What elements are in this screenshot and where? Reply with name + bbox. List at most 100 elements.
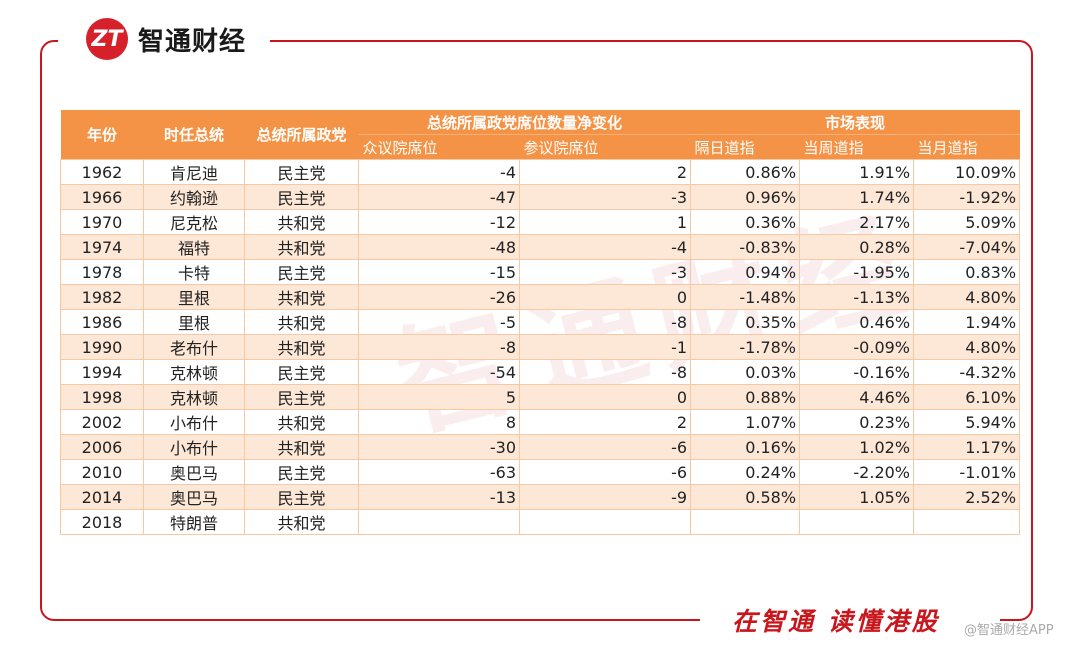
cell-senate-seats: -3 [518, 259, 692, 285]
cell-party: 共和党 [244, 434, 359, 460]
cell-president: 小布什 [143, 434, 245, 460]
cell-president: 尼克松 [143, 209, 245, 235]
cell-president: 卡特 [143, 259, 245, 285]
table-row: 1982 里根 共和党 -26 0 -1.48% -1.13% 4.80% [60, 284, 1021, 310]
cell-president: 奥巴马 [143, 459, 245, 485]
cell-month-dow: 4.80% [913, 284, 1021, 310]
cell-month-dow: 2.52% [913, 484, 1021, 510]
cell-president: 老布什 [143, 334, 245, 360]
cell-year: 1986 [60, 309, 144, 335]
cell-party: 共和党 [244, 209, 359, 235]
cell-month-dow: 6.10% [913, 384, 1021, 410]
cell-party: 共和党 [244, 409, 359, 435]
cell-week-dow: 4.46% [799, 384, 915, 410]
cell-month-dow: -1.01% [913, 459, 1021, 485]
cell-party: 民主党 [244, 459, 359, 485]
cell-president: 克林顿 [143, 359, 245, 385]
cell-next-day-dow: -1.78% [690, 334, 801, 360]
cell-week-dow: -0.09% [799, 334, 915, 360]
cell-house-seats: -63 [358, 459, 520, 485]
cell-month-dow: 5.09% [913, 209, 1021, 235]
election-market-table: 年份 时任总统 总统所属政党 总统所属政党席位数量净变化 市场表现 众议院席位 … [60, 110, 1021, 535]
cell-next-day-dow: 1.07% [690, 409, 801, 435]
header-week-dow: 当周道指 [799, 134, 914, 160]
cell-party: 共和党 [244, 234, 359, 260]
cell-year: 1970 [60, 209, 144, 235]
cell-week-dow: 0.28% [799, 234, 915, 260]
cell-week-dow: 2.17% [799, 209, 915, 235]
cell-next-day-dow: 0.96% [690, 184, 801, 210]
cell-week-dow: 1.05% [799, 484, 915, 510]
cell-house-seats: -8 [358, 334, 520, 360]
table-row: 1990 老布什 共和党 -8 -1 -1.78% -0.09% 4.80% [60, 334, 1021, 360]
cell-month-dow: -1.92% [913, 184, 1021, 210]
brand-name: 智通财经 [138, 26, 247, 57]
table-row: 1998 克林顿 民主党 5 0 0.88% 4.46% 6.10% [60, 384, 1021, 410]
header-president: 时任总统 [143, 110, 245, 160]
table-row: 1970 尼克松 共和党 -12 1 0.36% 2.17% 5.09% [60, 209, 1021, 235]
footer-slogan: 在智通 读懂港股 [732, 607, 940, 636]
header-row-1: 年份 时任总统 总统所属政党 总统所属政党席位数量净变化 市场表现 [60, 110, 1020, 160]
cell-week-dow: -1.95% [799, 259, 915, 285]
brand-header: ZT 智通财经 [86, 18, 246, 60]
zhitong-logo-icon: ZT [86, 18, 128, 60]
cell-month-dow: 1.17% [913, 434, 1021, 460]
table-body: 1962 肯尼迪 民主党 -4 2 0.86% 1.91% 10.09% 1966 约翰逊 民主党 -… [60, 159, 1021, 535]
cell-next-day-dow: 0.94% [690, 259, 801, 285]
cell-senate-seats: -4 [518, 234, 692, 260]
cell-senate-seats: -3 [518, 184, 692, 210]
cell-president: 里根 [143, 284, 245, 310]
cell-year: 2010 [60, 459, 144, 485]
cell-house-seats: -26 [358, 284, 520, 310]
cell-next-day-dow: 0.16% [690, 434, 801, 460]
frame-gap-bottom [700, 608, 1000, 630]
cell-senate-seats: -9 [518, 484, 692, 510]
header-row-2: 众议院席位 参议院席位 隔日道指 当周道指 当月道指 [61, 134, 1020, 160]
cell-year: 1974 [60, 234, 144, 260]
cell-president: 小布什 [143, 409, 245, 435]
cell-next-day-dow: 0.35% [690, 309, 801, 335]
cell-week-dow: 1.02% [799, 434, 915, 460]
cell-next-day-dow [690, 509, 801, 535]
cell-party: 共和党 [244, 509, 359, 535]
cell-house-seats: -13 [358, 484, 520, 510]
header-house: 众议院席位 [358, 134, 520, 160]
cell-week-dow: 1.74% [799, 184, 915, 210]
header-seat-change-group: 总统所属政党席位数量净变化 [358, 110, 691, 135]
cell-week-dow: -0.16% [799, 359, 915, 385]
table-row: 1978 卡特 民主党 -15 -3 0.94% -1.95% 0.83% [60, 259, 1021, 285]
table-row: 1994 克林顿 民主党 -54 -8 0.03% -0.16% -4.32% [60, 359, 1021, 385]
table-row: 1966 约翰逊 民主党 -47 -3 0.96% 1.74% -1.92% [60, 184, 1021, 210]
table-row: 1974 福特 共和党 -48 -4 -0.83% 0.28% -7.04% [60, 234, 1021, 260]
cell-year: 2006 [60, 434, 144, 460]
cell-house-seats: -15 [358, 259, 520, 285]
cell-year: 1962 [60, 159, 144, 185]
cell-senate-seats: -8 [518, 359, 692, 385]
cell-house-seats: 5 [358, 384, 520, 410]
cell-house-seats [358, 509, 520, 535]
table-row: 1986 里根 共和党 -5 -8 0.35% 0.46% 1.94% [60, 309, 1021, 335]
footer-source: @智通财经APP [964, 623, 1054, 638]
cell-year: 2014 [60, 484, 144, 510]
cell-next-day-dow: 0.86% [690, 159, 801, 185]
cell-year: 1994 [60, 359, 144, 385]
cell-year: 1998 [60, 384, 144, 410]
cell-month-dow: -7.04% [913, 234, 1021, 260]
cell-next-day-dow: 0.36% [690, 209, 801, 235]
cell-next-day-dow: 0.24% [690, 459, 801, 485]
cell-senate-seats: -8 [518, 309, 692, 335]
cell-senate-seats: 2 [518, 409, 692, 435]
cell-president: 肯尼迪 [143, 159, 245, 185]
cell-next-day-dow: -1.48% [690, 284, 801, 310]
cell-party: 民主党 [244, 484, 359, 510]
cell-senate-seats: 0 [518, 384, 692, 410]
header-next-day-dow: 隔日道指 [690, 134, 800, 160]
header-year: 年份 [60, 110, 144, 160]
cell-senate-seats: -1 [518, 334, 692, 360]
cell-house-seats: -5 [358, 309, 520, 335]
cell-month-dow: 0.83% [913, 259, 1021, 285]
cell-party: 民主党 [244, 384, 359, 410]
cell-year: 1978 [60, 259, 144, 285]
cell-senate-seats: -6 [518, 434, 692, 460]
cell-president: 奥巴马 [143, 484, 245, 510]
